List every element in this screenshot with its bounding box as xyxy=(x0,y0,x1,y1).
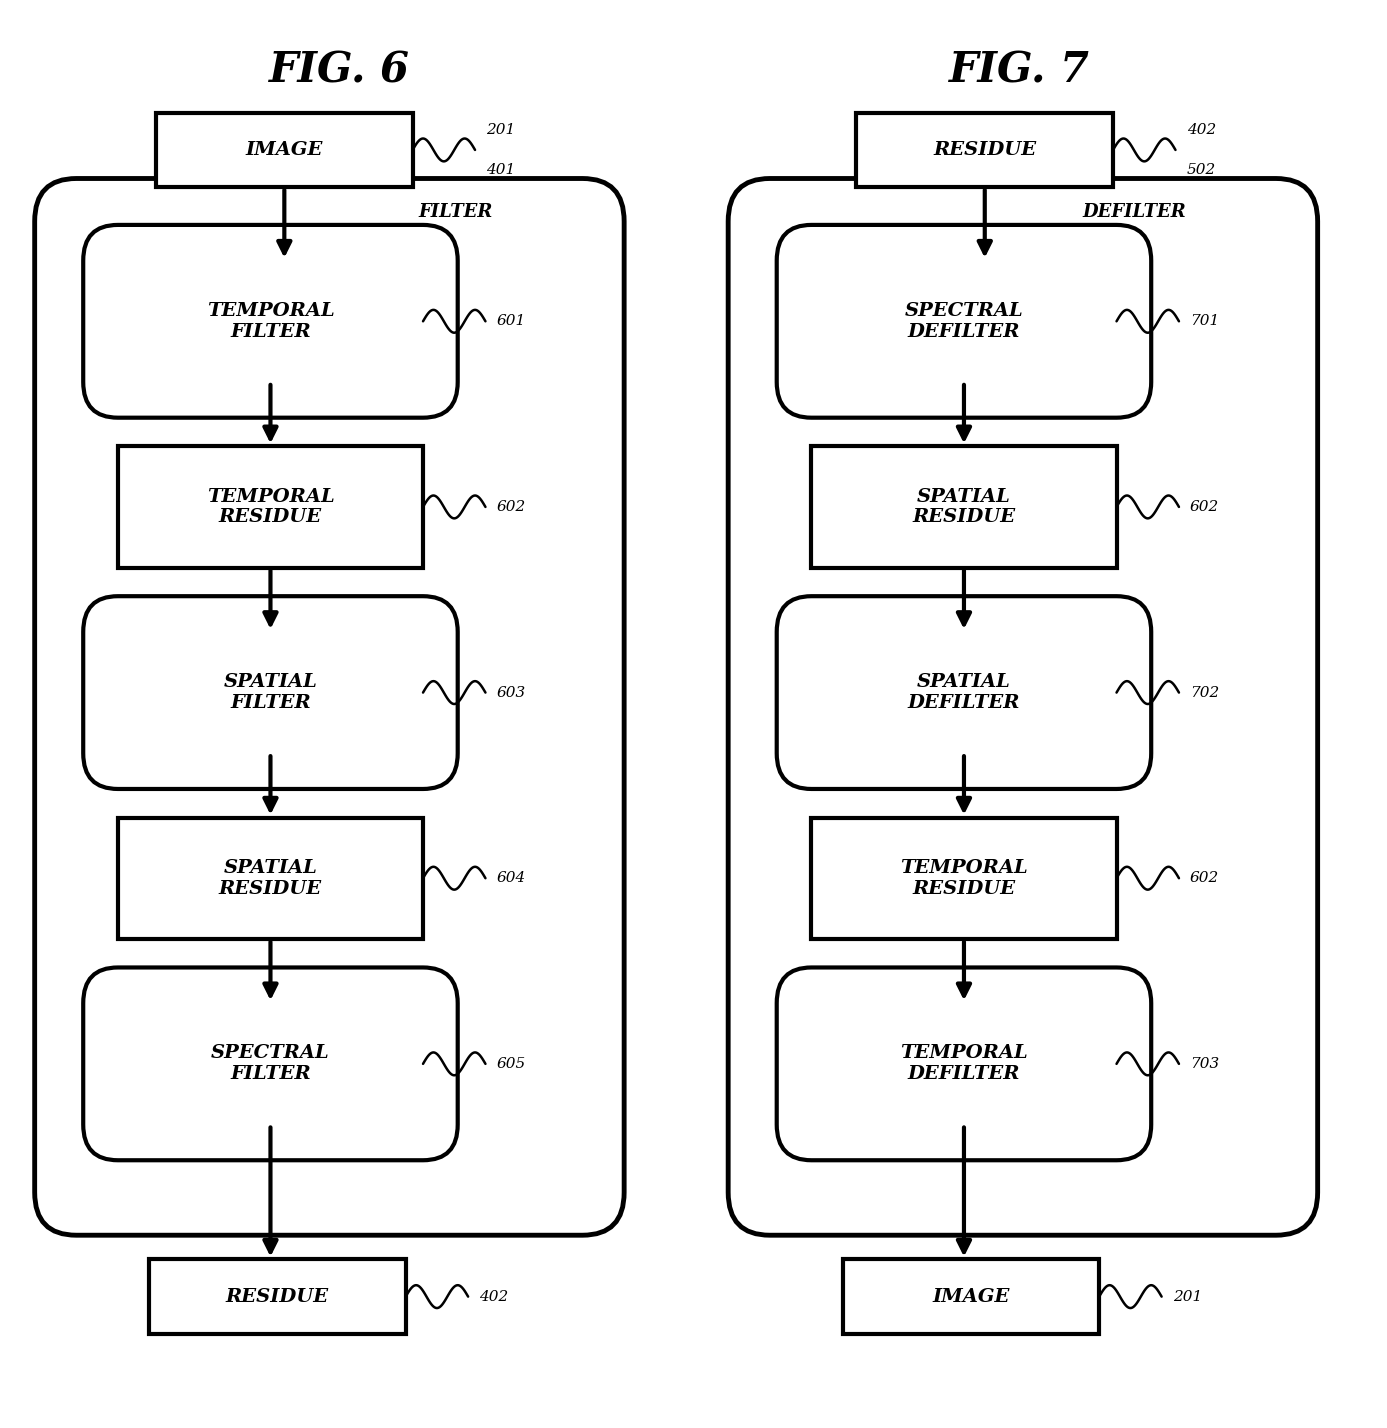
Text: 502: 502 xyxy=(1187,163,1216,177)
Text: FILTER: FILTER xyxy=(417,203,492,221)
Text: IMAGE: IMAGE xyxy=(245,141,323,159)
FancyBboxPatch shape xyxy=(83,224,458,417)
Text: 702: 702 xyxy=(1190,685,1219,700)
Text: 201: 201 xyxy=(485,123,516,137)
FancyBboxPatch shape xyxy=(118,817,423,940)
Text: DEFILTER: DEFILTER xyxy=(1082,203,1186,221)
FancyBboxPatch shape xyxy=(155,113,413,187)
Text: SPECTRAL
FILTER: SPECTRAL FILTER xyxy=(211,1044,330,1084)
Text: 603: 603 xyxy=(497,685,526,700)
Text: IMAGE: IMAGE xyxy=(932,1288,1010,1305)
Text: 602: 602 xyxy=(1190,871,1219,885)
Text: 605: 605 xyxy=(497,1057,526,1071)
Text: FIG. 6: FIG. 6 xyxy=(269,50,411,91)
Text: FIG. 7: FIG. 7 xyxy=(949,50,1090,91)
Text: 703: 703 xyxy=(1190,1057,1219,1071)
FancyBboxPatch shape xyxy=(777,224,1151,417)
Text: TEMPORAL
RESIDUE: TEMPORAL RESIDUE xyxy=(207,487,334,527)
Text: RESIDUE: RESIDUE xyxy=(226,1288,329,1305)
FancyBboxPatch shape xyxy=(83,968,458,1160)
FancyBboxPatch shape xyxy=(150,1259,405,1334)
FancyBboxPatch shape xyxy=(856,113,1112,187)
Text: SPATIAL
FILTER: SPATIAL FILTER xyxy=(223,673,318,713)
Text: RESIDUE: RESIDUE xyxy=(933,141,1036,159)
Text: 201: 201 xyxy=(1172,1289,1203,1304)
Text: 701: 701 xyxy=(1190,314,1219,328)
Text: TEMPORAL
RESIDUE: TEMPORAL RESIDUE xyxy=(900,858,1028,898)
Text: SPECTRAL
DEFILTER: SPECTRAL DEFILTER xyxy=(904,301,1024,341)
Text: 402: 402 xyxy=(1187,123,1216,137)
Text: SPATIAL
RESIDUE: SPATIAL RESIDUE xyxy=(219,858,322,898)
Text: 402: 402 xyxy=(480,1289,509,1304)
Text: 601: 601 xyxy=(497,314,526,328)
FancyBboxPatch shape xyxy=(777,968,1151,1160)
FancyBboxPatch shape xyxy=(811,446,1117,567)
Text: 401: 401 xyxy=(485,163,516,177)
FancyBboxPatch shape xyxy=(842,1259,1099,1334)
Text: 602: 602 xyxy=(1190,500,1219,514)
Text: 602: 602 xyxy=(497,500,526,514)
FancyBboxPatch shape xyxy=(811,817,1117,940)
Text: 604: 604 xyxy=(497,871,526,885)
Text: TEMPORAL
FILTER: TEMPORAL FILTER xyxy=(207,301,334,341)
Text: SPATIAL
RESIDUE: SPATIAL RESIDUE xyxy=(913,487,1015,527)
FancyBboxPatch shape xyxy=(777,597,1151,788)
FancyBboxPatch shape xyxy=(118,446,423,567)
Text: TEMPORAL
DEFILTER: TEMPORAL DEFILTER xyxy=(900,1044,1028,1084)
FancyBboxPatch shape xyxy=(83,597,458,788)
Text: SPATIAL
DEFILTER: SPATIAL DEFILTER xyxy=(907,673,1021,713)
